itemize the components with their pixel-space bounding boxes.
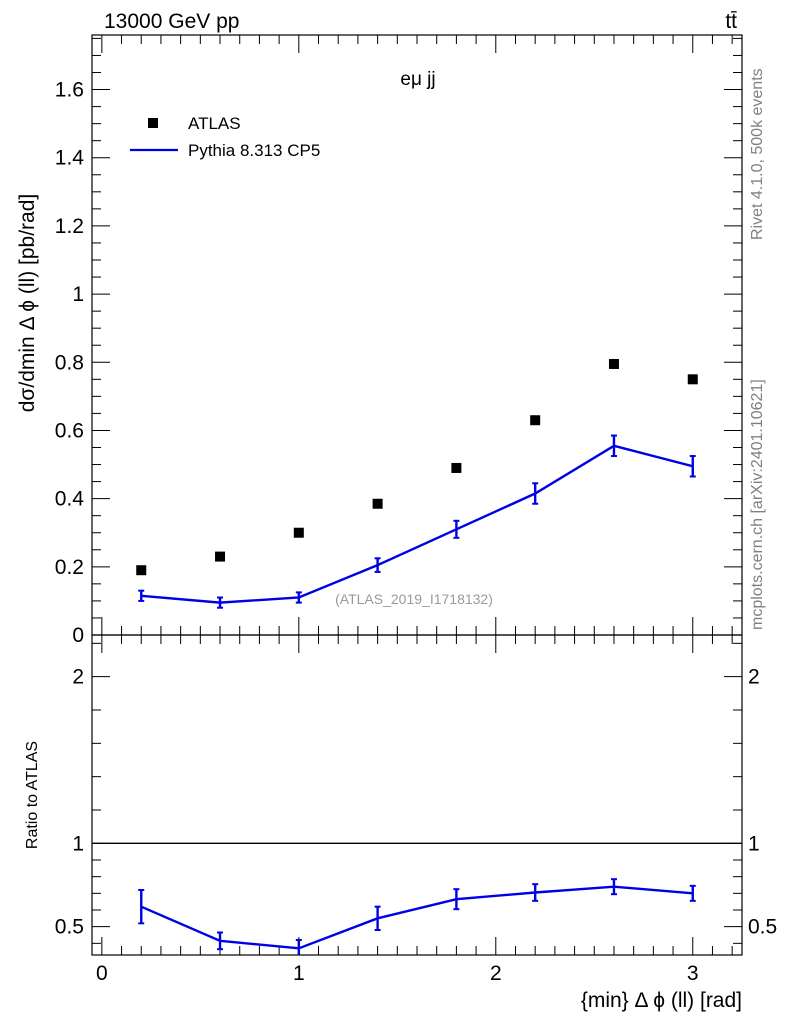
legend-data-marker	[148, 118, 158, 128]
atlas-data-point	[451, 462, 462, 473]
rivet-version-label: Rivet 4.1.0, 500k events	[749, 68, 766, 240]
ratio-y-tick-label: 1	[72, 832, 84, 855]
x-axis-label: {min} Δ ϕ (ll) [rad]	[581, 989, 742, 1012]
legend: ATLAS Pythia 8.313 CP5	[130, 114, 320, 160]
ratio-y-tick-label: 0.5	[55, 916, 84, 939]
x-tick-label: 2	[490, 962, 502, 985]
x-tick-label: 3	[687, 962, 699, 985]
main-y-tick-label: 0.8	[55, 351, 84, 374]
main-y-tick-label: 0.6	[55, 419, 84, 442]
ratio-y-tick-label-right: 2	[748, 666, 760, 689]
plot-title: eμ jj	[400, 69, 435, 90]
main-y-axis: 0 0.2 0.4 0.6 0.8 1 1.2 1.4 1.6	[55, 37, 742, 647]
mc-line	[141, 444, 694, 604]
mcplots-label: mcplots.cern.ch [arXiv:2401.10621]	[749, 379, 766, 630]
ratio-panel-frame	[91, 634, 743, 956]
atlas-data-point	[136, 565, 147, 576]
atlas-data-point	[372, 498, 383, 509]
ratio-y-tick-label: 2	[72, 666, 84, 689]
ratio-y-tick-label-right: 1	[748, 832, 760, 855]
energy-label: 13000 GeV pp	[104, 10, 239, 33]
main-y-tick-label: 0.4	[55, 488, 85, 511]
legend-mc-label: Pythia 8.313 CP5	[188, 141, 320, 160]
ratio-y-tick-label-right: 0.5	[748, 916, 777, 939]
analysis-watermark: (ATLAS_2019_I1718132)	[335, 591, 493, 607]
ratio-mc-line	[140, 885, 693, 950]
main-y-tick-label: 1.4	[55, 147, 85, 170]
process-label: tt̄	[725, 10, 737, 33]
main-y-tick-label: 1	[72, 283, 84, 306]
x-tick-label: 1	[293, 962, 305, 985]
atlas-data-point	[530, 415, 541, 426]
legend-data-label: ATLAS	[188, 114, 241, 133]
main-y-axis-label: dσ/dmin Δ ϕ (ll) [pb/rad]	[16, 194, 39, 413]
atlas-data-point	[687, 374, 698, 385]
x-tick-label: 0	[96, 962, 108, 985]
main-y-tick-label: 0.2	[55, 556, 84, 579]
ratio-x-axis: 0 1 2 3	[96, 635, 733, 985]
ratio-series	[92, 842, 742, 955]
atlas-data-point	[293, 527, 304, 538]
main-series	[136, 358, 698, 609]
atlas-data-point	[608, 358, 619, 369]
ratio-y-axis: 0.5 0.5 1 1 2 2	[55, 642, 777, 944]
ratio-y-axis-label: Ratio to ATLAS	[24, 741, 41, 849]
main-y-tick-label: 1.2	[55, 215, 84, 238]
atlas-data-point	[215, 551, 226, 562]
main-y-tick-label: 1.6	[55, 79, 84, 102]
main-y-tick-label: 0	[72, 624, 84, 647]
main-x-axis-ticks	[101, 35, 733, 635]
